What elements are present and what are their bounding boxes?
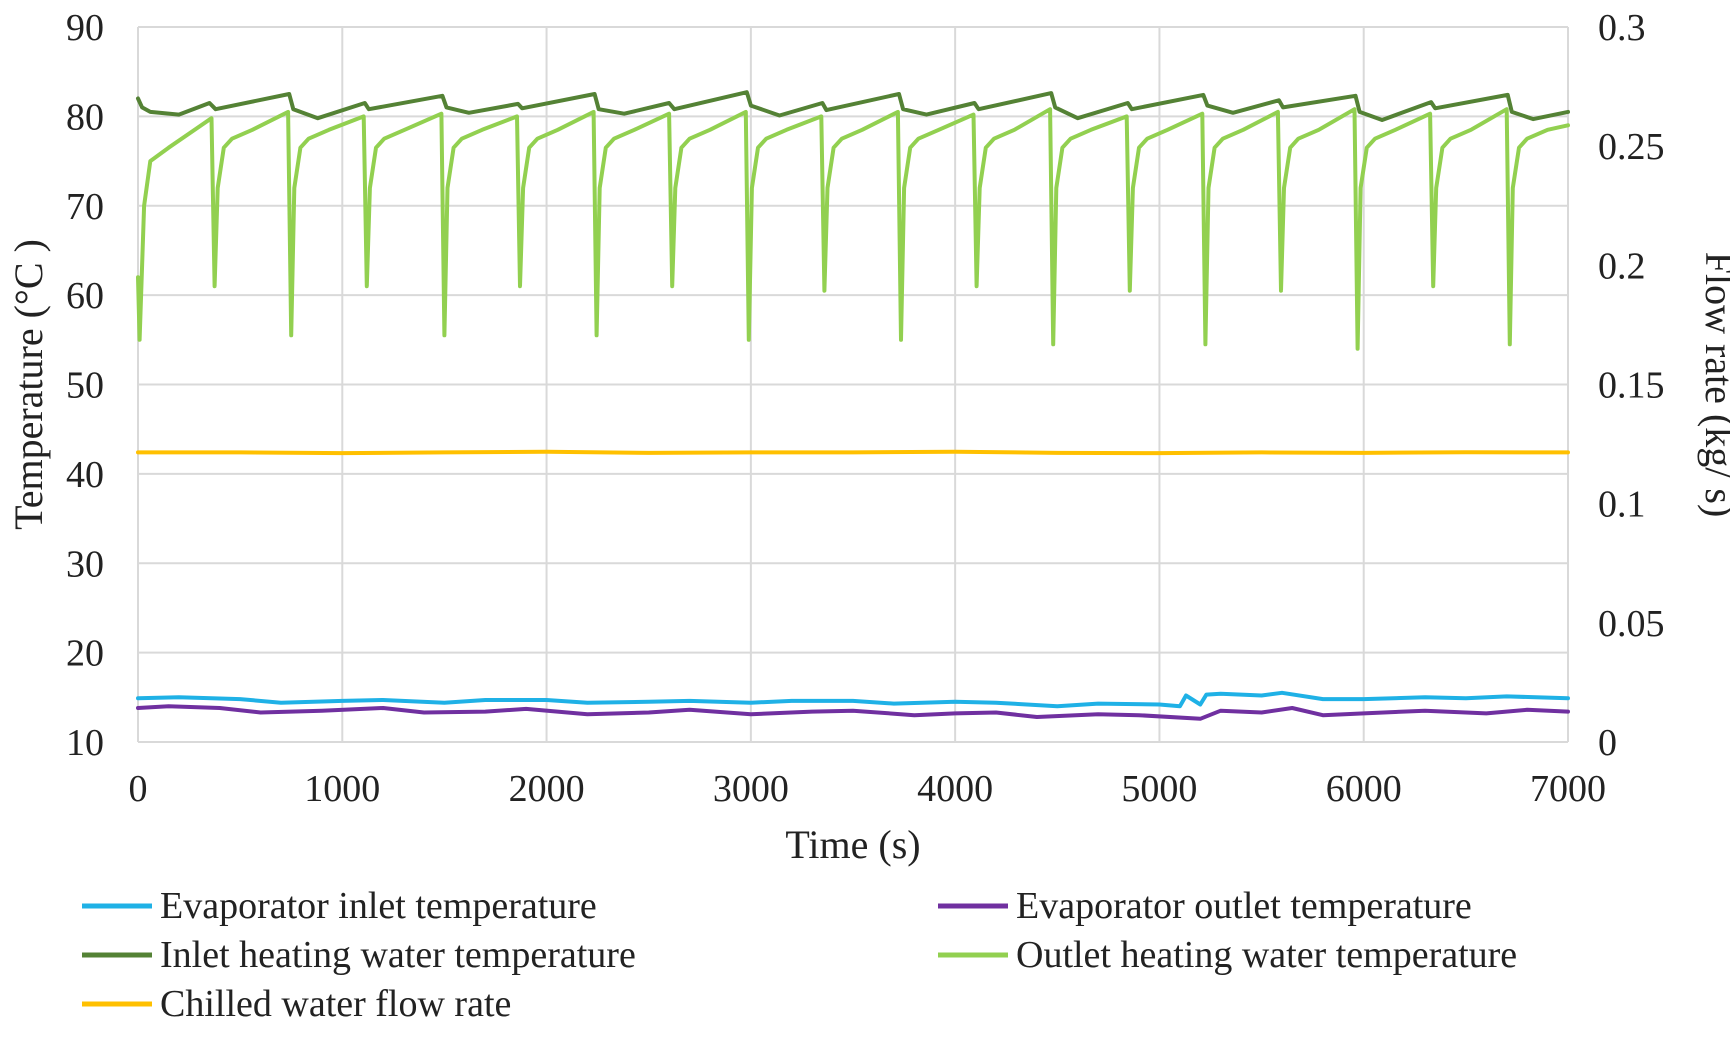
y-axis-title: Temperature (°C ) bbox=[6, 239, 51, 530]
series-line-inlet-heating-water-temperature bbox=[136, 90, 1570, 122]
y-tick-label: 70 bbox=[66, 186, 104, 228]
x-axis-title: Time (s) bbox=[785, 822, 920, 867]
y2-axis-title: Flow rate (kg/ s) bbox=[1697, 252, 1730, 518]
y-tick-label: 20 bbox=[66, 633, 104, 675]
y2-tick-label: 0.2 bbox=[1598, 245, 1646, 287]
legend-label-chilled-water-flow-rate: Chilled water flow rate bbox=[160, 983, 511, 1025]
y-tick-label: 80 bbox=[66, 96, 104, 138]
x-tick-label: 1000 bbox=[304, 768, 380, 810]
series-lines bbox=[136, 90, 1570, 721]
y2-tick-label: 0.1 bbox=[1598, 484, 1646, 526]
y2-tick-label: 0.15 bbox=[1598, 365, 1665, 407]
y-tick-label: 50 bbox=[66, 365, 104, 407]
y-tick-label: 60 bbox=[66, 275, 104, 317]
y-tick-label: 40 bbox=[66, 454, 104, 496]
y-tick-label: 10 bbox=[66, 722, 104, 764]
y2-tick-label: 0.05 bbox=[1598, 603, 1665, 645]
legend-label-evaporator-outlet-temperature: Evaporator outlet temperature bbox=[1016, 885, 1472, 927]
grid bbox=[137, 26, 1569, 743]
x-tick-label: 0 bbox=[129, 768, 148, 810]
legend: Evaporator inlet temperature Evaporator o… bbox=[82, 885, 1517, 1025]
x-tick-label: 6000 bbox=[1326, 768, 1402, 810]
y-tick-label: 90 bbox=[66, 7, 104, 49]
x-tick-label: 5000 bbox=[1121, 768, 1197, 810]
tick-labels: 0 1000 2000 3000 4000 5000 6000 7000 10 20 30 40 50 6… bbox=[66, 7, 1665, 810]
legend-label-outlet-heating-water-temperature: Outlet heating water temperature bbox=[1016, 934, 1517, 976]
x-tick-label: 7000 bbox=[1530, 768, 1606, 810]
x-tick-label: 2000 bbox=[509, 768, 585, 810]
y2-tick-label: 0 bbox=[1598, 722, 1617, 764]
x-tick-label: 3000 bbox=[713, 768, 789, 810]
series-line-evaporator-outlet-temperature bbox=[136, 704, 1570, 721]
series-line-outlet-heating-water-temperature bbox=[136, 107, 1570, 351]
x-tick-label: 4000 bbox=[917, 768, 993, 810]
series-line-chilled-water-flow-rate bbox=[136, 449, 1570, 456]
y-tick-label: 30 bbox=[66, 543, 104, 585]
series-line-evaporator-inlet-temperature bbox=[136, 690, 1570, 709]
y2-tick-label: 0.25 bbox=[1598, 126, 1665, 168]
legend-label-evaporator-inlet-temperature: Evaporator inlet temperature bbox=[160, 885, 597, 927]
y2-tick-label: 0.3 bbox=[1598, 7, 1646, 49]
legend-label-inlet-heating-water-temperature: Inlet heating water temperature bbox=[160, 934, 636, 976]
